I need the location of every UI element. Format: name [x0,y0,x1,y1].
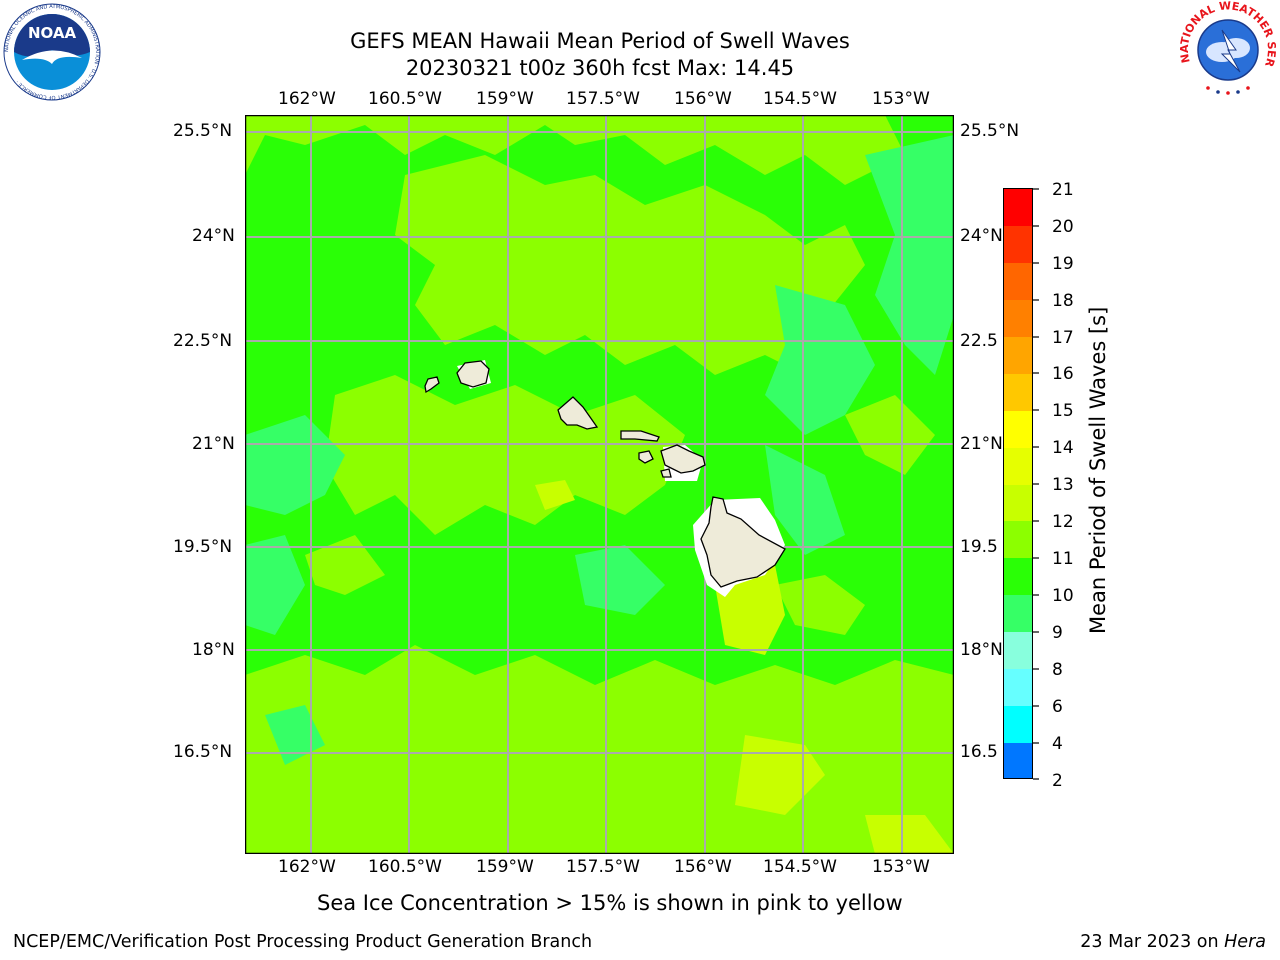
colorbar-tick: 6 [1052,697,1063,717]
colorbar-segment [1004,373,1032,411]
island-molokai [620,430,660,442]
island-oahu [557,396,599,430]
lon-label-bottom: 156°W [674,857,732,877]
swell-period-map [245,115,954,854]
colorbar-tick: 17 [1052,328,1074,348]
colorbar-label: Mean Period of Swell Waves [s] [1086,306,1110,634]
colorbar-segment [1004,225,1032,263]
sea-ice-note: Sea Ice Concentration > 15% is shown in … [317,891,903,915]
colorbar-segment [1004,558,1032,596]
lat-label-left: 16.5°N [173,742,233,762]
lon-label-bottom: 154.5°W [763,857,837,877]
colorbar-tick: 10 [1052,586,1074,606]
colorbar-segment [1004,447,1032,485]
lon-label-top: 162°W [278,89,336,109]
colorbar-tick: 15 [1052,401,1074,421]
map-title-line2: 20230321 t00z 360h fcst Max: 14.45 [405,56,795,80]
lon-label-bottom: 159°W [476,857,534,877]
lat-label-right: 16.5 [960,742,998,762]
lat-label-left: 19.5°N [173,537,233,557]
colorbar-tick: 9 [1052,623,1063,643]
colorbar-segment [1004,336,1032,374]
colorbar-tick: 12 [1052,512,1074,532]
colorbar-tick-marks [1033,188,1039,780]
colorbar-tick: 18 [1052,291,1074,311]
lat-label-left: 18°N [192,640,235,660]
island-kauai [456,360,490,388]
lat-label-left: 24°N [192,226,235,246]
map-title-line1: GEFS MEAN Hawaii Mean Period of Swell Wa… [350,29,850,53]
map-frame [245,115,954,854]
colorbar-tick: 21 [1052,180,1074,200]
island-hawaii [700,496,786,588]
colorbar-segment [1004,632,1032,670]
lon-label-bottom: 162°W [278,857,336,877]
lat-label-right: 19.5 [960,537,998,557]
colorbar-segment [1004,299,1032,337]
lon-label-top: 159°W [476,89,534,109]
period-10-11-zones [245,135,954,765]
colorbar-segment [1004,669,1032,707]
colorbar-segment [1004,743,1032,778]
lat-label-right: 22.5 [960,331,998,351]
lat-label-right: 24°N [960,226,1003,246]
colorbar-segment [1004,706,1032,744]
hawaiian-islands [424,360,786,588]
colorbar-tick: 14 [1052,438,1074,458]
lon-label-top: 160.5°W [368,89,442,109]
lat-label-right: 18°N [960,640,1003,660]
lon-label-top: 154.5°W [763,89,837,109]
colorbar-segment [1004,410,1032,448]
colorbar-tick: 11 [1052,549,1074,569]
colorbar-segment [1004,189,1032,226]
island-niihau [424,376,440,394]
colorbar-tick: 20 [1052,217,1074,237]
footer-run-info: 23 Mar 2023 on Hera [1080,932,1266,952]
lat-label-right: 21°N [960,434,1003,454]
lon-label-top: 156°W [674,89,732,109]
colorbar-tick: 8 [1052,660,1063,680]
lat-label-left: 25.5°N [173,121,233,141]
noaa-logo: NATIONAL OCEANIC AND ATMOSPHERIC ADMINIS… [3,3,101,101]
lat-label-left: 22.5°N [173,331,233,351]
lon-label-top: 157.5°W [566,89,640,109]
colorbar-segment [1004,595,1032,633]
lon-label-bottom: 153°W [872,857,930,877]
colorbar-tick: 2 [1052,771,1063,791]
island-lanai [638,450,654,464]
footer-date: 23 Mar 2023 on [1080,932,1225,952]
colorbar [1003,188,1033,779]
colorbar-segment [1004,262,1032,300]
colorbar-tick: 19 [1052,254,1074,274]
colorbar-tick: 4 [1052,734,1063,754]
colorbar-tick: 13 [1052,475,1074,495]
footer-machine: Hera [1224,932,1266,952]
island-maui [660,444,706,474]
footer-branch: NCEP/EMC/Verification Post Processing Pr… [13,932,593,952]
nws-logo: NATIONAL WEATHER SERVICE [1178,0,1278,98]
island-kahoolawe [660,468,672,478]
map-grid [245,115,954,854]
colorbar-segment [1004,484,1032,522]
lon-label-top: 153°W [872,89,930,109]
colorbar-segment [1004,521,1032,559]
colorbar-tick: 16 [1052,364,1074,384]
lon-label-bottom: 160.5°W [368,857,442,877]
lat-label-right: 25.5°N [960,121,1020,141]
noaa-logo-text: NOAA [28,24,77,42]
lat-label-left: 21°N [192,434,235,454]
lon-label-bottom: 157.5°W [566,857,640,877]
